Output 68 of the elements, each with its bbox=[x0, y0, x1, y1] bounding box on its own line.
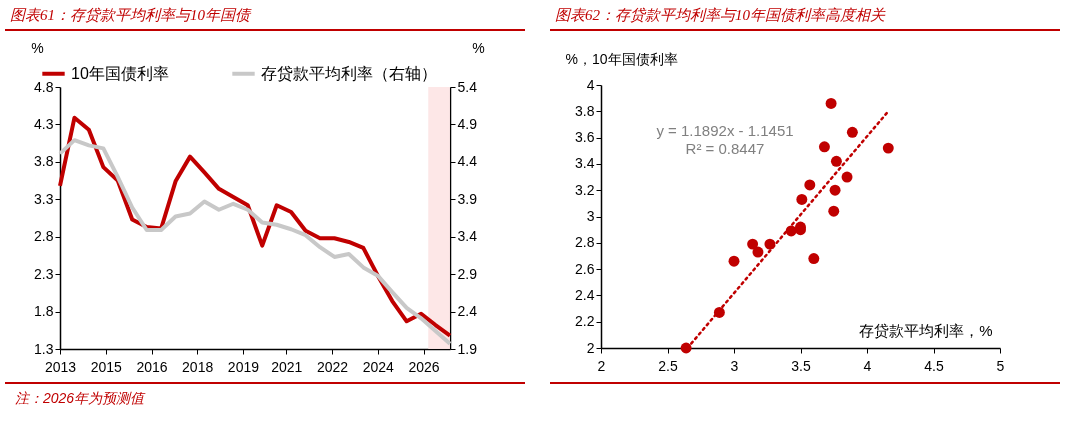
point bbox=[796, 193, 808, 205]
point bbox=[846, 126, 858, 138]
x-tick-label: 2 bbox=[597, 357, 606, 374]
y2-tick-label: 5.4 bbox=[457, 78, 478, 95]
y-tick-label: 2.8 bbox=[575, 234, 595, 251]
y-tick-label: 3.8 bbox=[575, 102, 595, 119]
y-tick-label: 3.8 bbox=[34, 153, 54, 170]
point bbox=[829, 184, 841, 196]
y-tick-label: 2.3 bbox=[34, 265, 54, 282]
y-tick-label: 4.3 bbox=[34, 115, 54, 132]
legend-label: 存贷款平均利率（右轴） bbox=[261, 64, 437, 82]
y2-tick-label: 3.9 bbox=[457, 190, 478, 207]
point bbox=[828, 205, 840, 217]
y-tick-label: 4 bbox=[586, 76, 595, 93]
point bbox=[752, 246, 764, 258]
x-tick-label: 2019 bbox=[227, 358, 260, 375]
x-tick-label: 3.5 bbox=[791, 357, 811, 374]
point bbox=[841, 171, 853, 183]
annotation: R² = 0.8447 bbox=[685, 140, 765, 157]
y-tick-label: 3.4 bbox=[575, 155, 595, 172]
point bbox=[830, 155, 842, 167]
x-tick-label: 2016 bbox=[136, 358, 168, 375]
y-axis-title: % bbox=[31, 39, 44, 56]
y-tick-label: 3.6 bbox=[575, 129, 595, 146]
chart-title: 图表62：存贷款平均利率与10年国债利率高度相关 bbox=[555, 6, 885, 25]
y-tick-label: 3 bbox=[586, 208, 595, 224]
y-tick-label: 3.3 bbox=[34, 190, 54, 207]
point bbox=[804, 179, 816, 191]
point bbox=[882, 142, 894, 154]
y2-tick-label: 3.4 bbox=[457, 228, 478, 245]
y-tick-label: 2 bbox=[586, 339, 595, 356]
x-tick-label: 2024 bbox=[362, 358, 395, 375]
x-tick-label: 2015 bbox=[90, 358, 123, 375]
x-tick-label: 2018 bbox=[182, 358, 214, 375]
y2-tick-label: 4.4 bbox=[457, 153, 478, 170]
x-tick-label: 3 bbox=[730, 357, 739, 374]
x-tick-label: 4.5 bbox=[924, 357, 944, 374]
y2-tick-label: 2.9 bbox=[457, 265, 478, 282]
y-tick-label: 3.2 bbox=[575, 181, 595, 198]
legend-label: 10年国债利率 bbox=[71, 64, 169, 82]
point bbox=[747, 238, 759, 250]
x-tick-label: 2013 bbox=[44, 358, 77, 375]
x-axis-title: 存贷款平均利率，% bbox=[859, 321, 993, 339]
point bbox=[818, 141, 830, 153]
y-tick-label: 1.8 bbox=[34, 303, 54, 320]
x-tick-label: 2022 bbox=[317, 358, 349, 375]
y2-tick-label: 4.9 bbox=[457, 115, 478, 132]
chart-title: 图表61：存贷款平均利率与10年国债 bbox=[10, 6, 250, 25]
y-tick-label: 2.8 bbox=[34, 228, 54, 245]
x-tick-label: 4 bbox=[863, 357, 872, 374]
x-tick-label: 2026 bbox=[408, 358, 440, 375]
x-tick-label: 2021 bbox=[271, 358, 303, 375]
y-tick-label: 2.6 bbox=[575, 260, 595, 277]
point bbox=[808, 253, 820, 265]
y2-axis-title: % bbox=[472, 39, 485, 56]
y-tick-label: 1.3 bbox=[34, 340, 54, 357]
point bbox=[728, 255, 740, 267]
y-tick-label: 2.2 bbox=[575, 313, 595, 330]
text: 注：2026年为预测值 bbox=[15, 390, 145, 408]
point bbox=[825, 97, 837, 109]
x-tick-label: 5 bbox=[996, 357, 1005, 374]
annotation: y = 1.1892x - 1.1451 bbox=[656, 122, 794, 139]
y-tick-label: 4.8 bbox=[34, 78, 54, 95]
y-tick-label: 2.4 bbox=[575, 286, 595, 303]
x-tick-label: 2.5 bbox=[658, 357, 678, 374]
y-axis-title: %，10年国债利率 bbox=[565, 50, 678, 67]
y2-tick-label: 2.4 bbox=[457, 303, 478, 320]
y2-tick-label: 1.9 bbox=[457, 340, 478, 357]
